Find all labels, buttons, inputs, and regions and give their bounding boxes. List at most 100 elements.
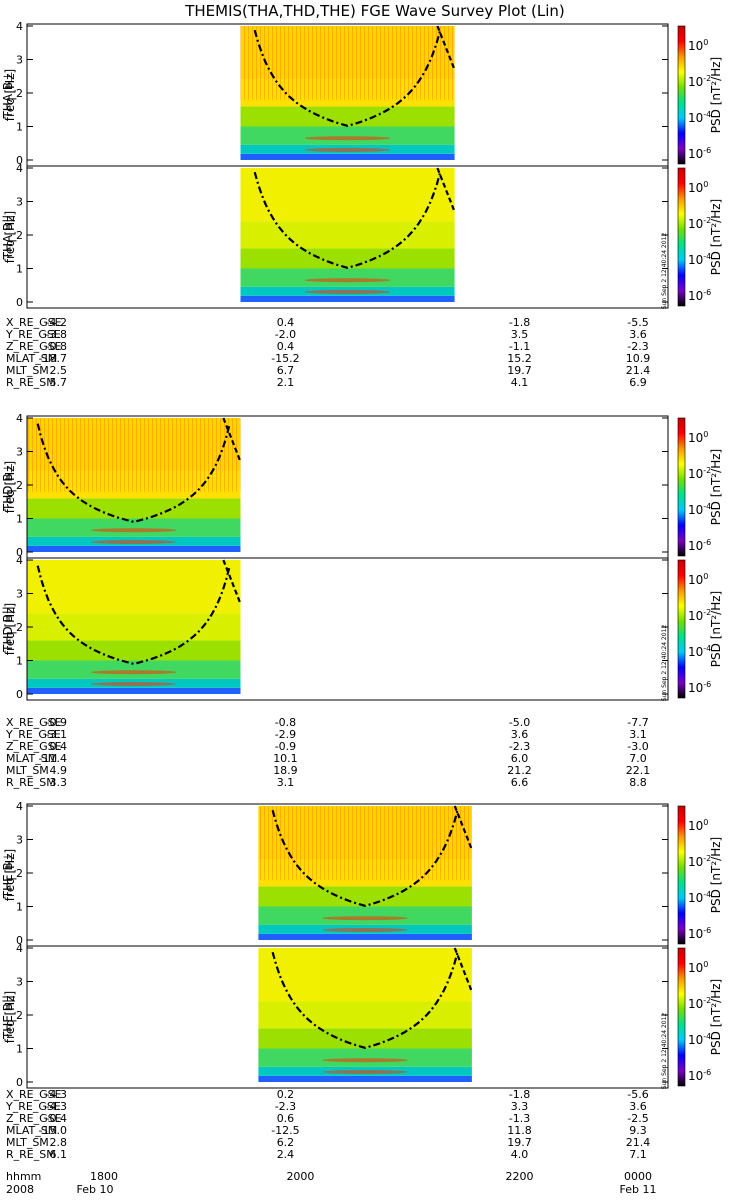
ephemeris-value: 2.5	[50, 364, 68, 377]
panel-frame	[26, 165, 669, 309]
ephemeris-row-name: MLT_SM	[6, 364, 49, 377]
spectrogram-band	[240, 221, 455, 249]
y-tick-label: 3	[16, 54, 23, 67]
colorbar-tick-label: 100	[688, 960, 708, 975]
gyrofrequency-curve	[36, 565, 231, 666]
colorbar-tick-exponent: -6	[703, 146, 711, 155]
colorbar-tick-base: 10	[688, 573, 703, 587]
y-tick-label: 1	[16, 121, 23, 134]
ephemeris-value: -5.6	[627, 1088, 648, 1101]
ephemeris-value: 3.3	[511, 1100, 529, 1113]
colorbar-tick-base: 10	[688, 181, 703, 195]
colorbar-tick-exponent: -2	[703, 74, 711, 83]
y-tick-label: 1	[16, 513, 23, 526]
colorbar	[677, 167, 686, 307]
colorbar-tick-label: 10-6	[688, 1068, 711, 1083]
y-tick-label: 2	[16, 867, 23, 880]
ephemeris-value: 7.1	[629, 1148, 647, 1161]
emission-streak	[322, 928, 408, 932]
y-tick-label: 2	[16, 1009, 23, 1022]
y-tick-label: 4	[16, 162, 23, 175]
ephemeris-row-name: MLT_SM	[6, 764, 49, 777]
ephemeris-value: -5.5	[627, 316, 648, 329]
colorbar-tick-exponent: -4	[703, 644, 711, 653]
ephemeris-row-name: Y_RE_GSE	[5, 728, 61, 741]
y-tick-label: 2	[16, 479, 23, 492]
emission-streak	[304, 136, 391, 141]
ephemeris-value: 3.6	[629, 328, 647, 341]
ephemeris-value: 3.5	[511, 328, 529, 341]
y-tick-label: 1	[16, 655, 23, 668]
ephemeris-value: 6.7	[277, 364, 295, 377]
ephemeris-value: -2.9	[275, 728, 296, 741]
ephemeris-value: -12.5	[271, 1124, 299, 1137]
colorbar-tick-label: 10-2	[688, 996, 711, 1011]
ephemeris-value: -1.8	[509, 316, 530, 329]
ephemeris-value: 21.4	[626, 364, 651, 377]
panel-label: THA B⊥	[1, 71, 15, 119]
ephemeris-value: -1.1	[509, 340, 530, 353]
x-tick-label: 1800	[90, 1170, 118, 1183]
ephemeris-value: 5.7	[50, 376, 68, 389]
colorbar-tick-label: 100	[688, 430, 708, 445]
x-date-label: Feb 11	[620, 1183, 657, 1196]
panel-frame	[26, 557, 669, 701]
spectrogram-band	[27, 688, 241, 694]
ephemeris-value: 6.2	[277, 1136, 295, 1149]
y-axis-label: freq [Hz]	[3, 461, 17, 513]
y-tick-label: 4	[16, 554, 23, 567]
y-tick-label: 3	[16, 196, 23, 209]
colorbar	[677, 805, 686, 945]
spectrogram-band	[27, 560, 241, 614]
colorbar-tick-exponent: 0	[703, 818, 708, 827]
colorbar-tick-base: 10	[688, 75, 703, 89]
y-tick-label: 3	[16, 834, 23, 847]
colorbar-tick-exponent: -4	[703, 110, 711, 119]
gyrofrequency-curve	[36, 423, 231, 524]
panel-label: THD B||	[1, 606, 15, 653]
ephemeris-value: 4.9	[50, 764, 68, 777]
colorbar-tick-base: 10	[688, 111, 703, 125]
y-axis-label: freq [Hz]	[3, 991, 17, 1043]
y-tick-label: 0	[16, 296, 23, 309]
spectrogram-band	[240, 248, 455, 269]
ephemeris-value: 0.2	[277, 1088, 295, 1101]
colorbar-label: PSD [nT²/Hz]	[709, 837, 723, 913]
colorbar-tick-base: 10	[688, 891, 703, 905]
ephemeris-row-name: R_RE_SM	[6, 376, 56, 389]
spectrogram-band	[258, 948, 472, 1002]
colorbar-label: PSD [nT²/Hz]	[709, 199, 723, 275]
spectrogram-band	[240, 268, 455, 287]
emission-streak	[322, 916, 408, 921]
spectrogram-band	[258, 1001, 472, 1029]
ephemeris-row-name: Z_RE_GSE	[6, 740, 62, 753]
ephemeris-value: 3.6	[629, 1100, 647, 1113]
colorbar-tick-exponent: 0	[703, 572, 708, 581]
colorbar-tick-base: 10	[688, 253, 703, 267]
y-axis-label: freq [Hz]	[3, 211, 17, 263]
colorbar-tick-exponent: -4	[703, 1032, 711, 1041]
timestamp-stamp: Sun Sep 2 12:40:24 2012	[661, 1013, 668, 1090]
emission-streak	[91, 528, 177, 533]
colorbar-label: PSD [nT²/Hz]	[709, 591, 723, 667]
ephemeris-value: 3.6	[511, 728, 529, 741]
colorbar-tick-base: 10	[688, 217, 703, 231]
timestamp-stamp: Sun Sep 2 12:40:24 2012	[661, 233, 668, 310]
colorbar-tick-exponent: -6	[703, 680, 711, 689]
y-tick-label: 1	[16, 901, 23, 914]
ephemeris-value: 0.4	[277, 316, 295, 329]
spectrogram-band	[258, 906, 472, 925]
ephemeris-value: -5.0	[509, 716, 530, 729]
ephemeris-row-name: X_RE_GSE	[6, 716, 62, 729]
ephemeris-value: -3.0	[627, 740, 648, 753]
y-tick-label: 4	[16, 800, 23, 813]
colorbar-tick-label: 100	[688, 818, 708, 833]
ephemeris-value: -7.7	[627, 716, 648, 729]
emission-streak	[304, 289, 391, 294]
ephemeris-value: 7.0	[629, 752, 647, 765]
